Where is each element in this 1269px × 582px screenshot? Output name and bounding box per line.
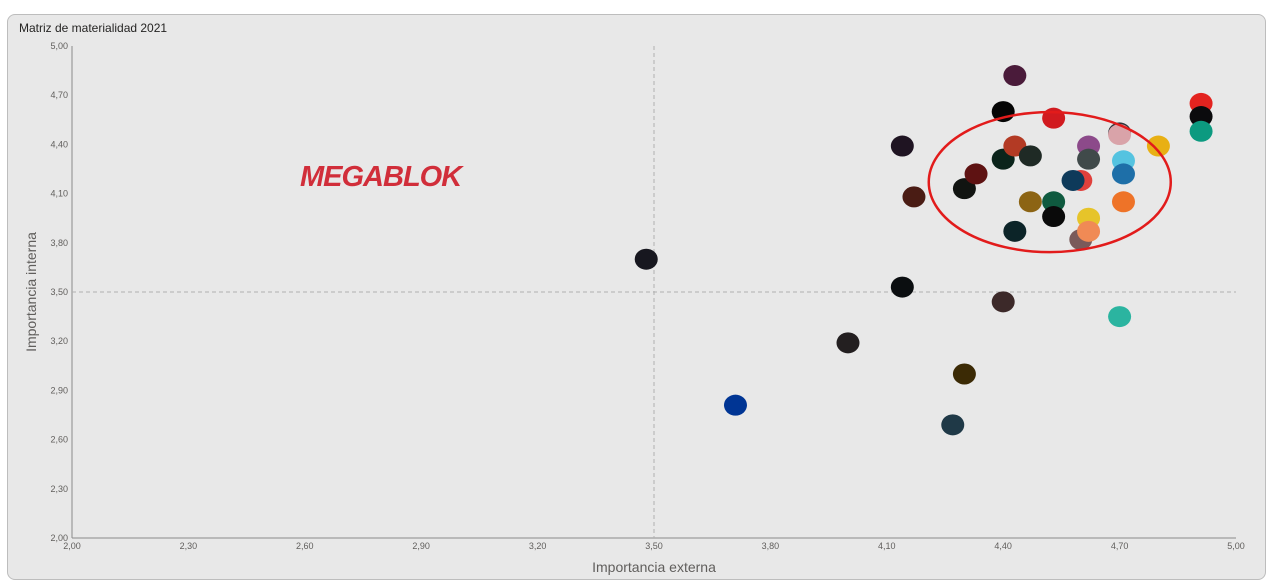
y-tick-label: 3,20 <box>50 336 68 346</box>
scatter-chart: 2,00 2,30 2,60 2,90 3,20 3,50 3,80 4,10 4,40 4,70… <box>23 41 1245 575</box>
chart-title: Matriz de materialidad 2021 <box>19 21 168 35</box>
data-point <box>1111 191 1135 213</box>
data-point <box>1042 206 1066 228</box>
data-point <box>902 186 926 208</box>
data-point <box>1018 145 1042 167</box>
y-tick-label: 2,60 <box>50 435 68 445</box>
data-point <box>723 394 747 416</box>
x-tick-label: 4,40 <box>994 541 1012 551</box>
y-tick-label: 2,90 <box>50 385 68 395</box>
y-tick-label: 4,70 <box>50 90 68 100</box>
x-tick-label: 4,10 <box>878 541 896 551</box>
x-tick-label: 2,30 <box>180 541 198 551</box>
highlight-ellipse <box>927 110 1173 254</box>
x-tick-label: 2,90 <box>412 541 430 551</box>
data-point <box>964 163 988 185</box>
y-tick-label: 4,40 <box>50 139 68 149</box>
data-point <box>890 276 914 298</box>
data-point <box>1077 220 1101 242</box>
data-point <box>1189 120 1213 142</box>
data-point <box>1108 306 1132 328</box>
x-tick-label: 2,60 <box>296 541 314 551</box>
data-point <box>1018 191 1042 213</box>
y-tick-label: 2,00 <box>50 533 68 543</box>
data-point <box>634 248 658 270</box>
data-point <box>1003 220 1027 242</box>
x-tick-label: 4,70 <box>1111 541 1129 551</box>
x-axis-title: Importancia externa <box>592 559 716 575</box>
data-point <box>1146 135 1170 157</box>
data-point <box>1189 106 1213 128</box>
chart-panel: Matriz de materialidad 2021 2,00 2,30 2,60… <box>7 14 1266 580</box>
data-point <box>1111 163 1135 185</box>
y-tick-label: 4,10 <box>50 189 68 199</box>
data-point <box>941 414 965 436</box>
data-point <box>1003 65 1027 87</box>
data-point <box>952 363 976 385</box>
y-tick-label: 2,30 <box>50 484 68 494</box>
y-axis-title: Importancia interna <box>23 232 39 352</box>
data-point <box>836 332 860 354</box>
x-tick-label: 3,50 <box>645 541 663 551</box>
data-point <box>1108 124 1132 146</box>
data-point <box>890 135 914 157</box>
x-tick-label: 3,80 <box>762 541 780 551</box>
data-point <box>1042 191 1066 213</box>
y-tick-label: 3,80 <box>50 238 68 248</box>
data-point <box>991 291 1015 313</box>
data-point <box>1061 169 1085 191</box>
data-point <box>1042 107 1066 129</box>
data-point <box>1077 148 1101 170</box>
data-point <box>952 178 976 200</box>
x-tick-label: 2,00 <box>63 541 81 551</box>
y-tick-label: 5,00 <box>50 41 68 51</box>
x-tick-label: 5,00 <box>1227 541 1245 551</box>
x-tick-label: 3,20 <box>529 541 547 551</box>
megablok-logo: MEGABLOK <box>300 161 464 193</box>
y-tick-label: 3,50 <box>50 287 68 297</box>
